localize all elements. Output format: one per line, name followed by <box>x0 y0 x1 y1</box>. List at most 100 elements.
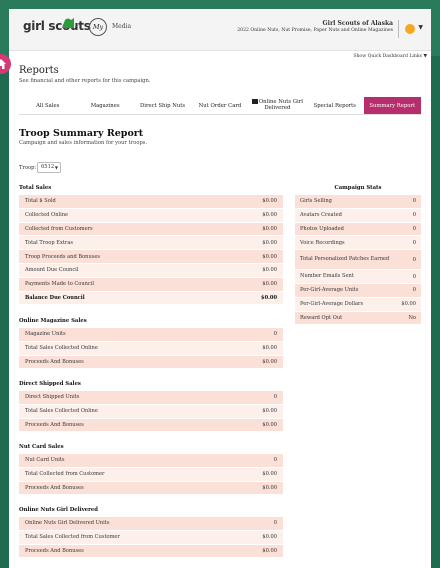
row-label: Voice Recordings <box>300 239 345 246</box>
magazine-sales-table: Magazine Units 0 Total Sales Collected Onl… <box>19 328 283 370</box>
table-row: Voice Recordings 0 <box>295 236 421 251</box>
magazine-sales-heading: Online Magazine Sales <box>19 318 87 324</box>
row-label: Number Emails Sent <box>300 273 354 280</box>
table-row: Magazine Units 0 <box>19 328 283 342</box>
row-value: 0 <box>412 273 416 280</box>
tab-summary-report[interactable]: Summary Report <box>363 97 421 114</box>
nuts-delivered-heading: Online Nuts Girl Delivered <box>19 507 99 513</box>
troop-summary-title: Troop Summary Report <box>19 128 144 139</box>
row-value: $0.00 <box>262 547 277 554</box>
row-value: 0 <box>273 457 277 464</box>
row-label: Magazine Units <box>25 331 66 338</box>
table-row: Reward Opt Out No <box>295 311 421 326</box>
tab-all-sales[interactable]: All Sales <box>36 103 60 109</box>
nuts-delivered-table: Online Nuts Girl Delivered Units 0 Total S… <box>19 517 283 559</box>
chevron-down-icon[interactable]: ▼ <box>418 24 423 31</box>
row-value: $0.00 <box>262 267 277 274</box>
row-value: 0 <box>273 520 277 527</box>
row-label: Amount Due Council <box>25 267 79 274</box>
row-label: Collected from Customers <box>25 225 93 232</box>
table-row: Amount Due Council $0.00 <box>19 263 283 278</box>
row-label: Nut Card Units <box>25 457 65 464</box>
user-avatar-icon[interactable] <box>405 24 415 34</box>
row-value: $0.00 <box>262 471 277 478</box>
row-label: Total Troop Extras <box>25 239 73 246</box>
table-row: Total Sales Collected Online $0.00 <box>19 341 283 356</box>
tab-direct-ship-nuts[interactable]: Direct Ship Nuts <box>140 103 186 109</box>
row-label: Total Collected from Customer <box>25 471 105 478</box>
gift-icon <box>251 99 258 104</box>
table-row: Total Collected from Customer $0.00 <box>19 467 283 482</box>
direct-shipped-table: Direct Shipped Units 0 Total Sales Collect… <box>19 391 283 433</box>
row-label: Proceeds And Bonuses <box>25 484 84 491</box>
row-label: Total Sales Collected Online <box>25 408 98 415</box>
reports-subtitle: See financial and other reports for this… <box>19 78 151 84</box>
row-label: Total Sales Collected Online <box>25 345 98 352</box>
campaign-stats-heading: Campaign Stats <box>334 185 382 191</box>
row-label: Collected Online <box>25 212 69 219</box>
row-label: Proceeds And Bonuses <box>25 421 84 428</box>
girl-scouts-logo[interactable]: girl scouts <box>23 19 91 33</box>
row-label: Balance Due Council <box>25 294 85 301</box>
campaign-name: 2022 Online Nuts, Nut Promise, Paper Nut… <box>237 28 393 33</box>
row-label: Payments Made to Council <box>25 281 95 288</box>
row-label: Photos Uploaded <box>300 225 344 232</box>
row-label: Online Nuts Girl Delivered Units <box>25 520 110 527</box>
row-value: 0 <box>412 212 416 219</box>
tab-online-nuts-girl-delivered[interactable]: Online Nuts Girl Delivered <box>249 97 306 114</box>
row-value: $0.00 <box>262 484 277 491</box>
troop-select-value: 6512 <box>41 164 55 170</box>
table-row: Collected Online $0.00 <box>19 208 283 223</box>
tab-magazines[interactable]: Magazines <box>90 103 120 109</box>
row-label: Proceeds And Bonuses <box>25 358 84 365</box>
total-sales-table: Total $ Sold $0.00 Collected Online $0.00 Co… <box>19 195 283 306</box>
row-value: 0 <box>412 225 416 232</box>
campaign-stats-table: Girls Selling 0 Avatars Created 0 Photos Upl… <box>295 195 421 326</box>
table-row: Proceeds And Bonuses $0.00 <box>19 418 283 433</box>
home-icon[interactable] <box>0 54 11 74</box>
row-value: 0 <box>273 394 277 401</box>
row-label: Per-Girl-Average Dollars <box>300 300 364 307</box>
direct-shipped-heading: Direct Shipped Sales <box>19 381 81 387</box>
tab-online-nuts-label: Online Nuts Girl Delivered <box>258 99 303 111</box>
row-label: Total Sales Collected from Customer <box>25 534 120 541</box>
table-row: Proceeds And Bonuses $0.00 <box>19 481 283 496</box>
row-value: $0.00 <box>262 421 277 428</box>
row-label: Direct Shipped Units <box>25 394 80 401</box>
troop-select[interactable]: 6512 ▼ <box>37 162 61 173</box>
row-value: 0 <box>412 287 416 294</box>
table-row: Nut Card Units 0 <box>19 454 283 468</box>
table-row: Total $ Sold $0.00 <box>19 195 283 209</box>
page: girl scouts My Media Girl Scouts of Alas… <box>9 9 431 568</box>
row-value: $0.00 <box>261 294 277 301</box>
row-value: $0.00 <box>262 198 277 205</box>
quick-dashboard-links-toggle[interactable]: Show Quick Dashboard Links ▼ <box>353 54 427 59</box>
table-row: Per-Girl-Average Dollars $0.00 <box>295 297 421 312</box>
row-label: Proceeds And Bonuses <box>25 547 84 554</box>
row-label: Avatars Created <box>300 211 342 218</box>
row-value: 0 <box>412 239 416 246</box>
total-sales-heading: Total Sales <box>19 185 52 191</box>
table-row: Collected from Customers $0.00 <box>19 222 283 237</box>
media-link[interactable]: Media <box>112 23 132 30</box>
my-media-icon[interactable]: My <box>89 18 107 36</box>
row-label: Girls Selling <box>300 198 332 205</box>
row-value: 0 <box>273 331 277 338</box>
row-label: Reward Opt Out <box>300 314 343 321</box>
row-label: Per-Girl-Average Units <box>300 287 359 294</box>
row-value: $0.00 <box>262 358 277 365</box>
table-row: Troop Proceeds and Bonuses $0.00 <box>19 250 283 264</box>
nut-card-heading: Nut Card Sales <box>19 444 64 450</box>
troop-summary-subtitle: Campaign and sales information for your … <box>19 140 148 146</box>
table-row: Proceeds And Bonuses $0.00 <box>19 355 283 370</box>
nut-card-table: Nut Card Units 0 Total Collected from Cust… <box>19 454 283 496</box>
table-row: Total Sales Collected Online $0.00 <box>19 404 283 419</box>
tab-nut-order-card[interactable]: Nut Order Card <box>198 103 242 109</box>
table-row: Total Sales Collected from Customer $0.00 <box>19 530 283 545</box>
tab-special-reports[interactable]: Special Reports <box>313 103 357 109</box>
table-row: Girls Selling 0 <box>295 195 421 209</box>
table-row: Avatars Created 0 <box>295 208 421 223</box>
table-row: Direct Shipped Units 0 <box>19 391 283 405</box>
row-value: 0 <box>412 256 416 263</box>
row-label: Total Personalized Patches Earned <box>300 256 390 263</box>
